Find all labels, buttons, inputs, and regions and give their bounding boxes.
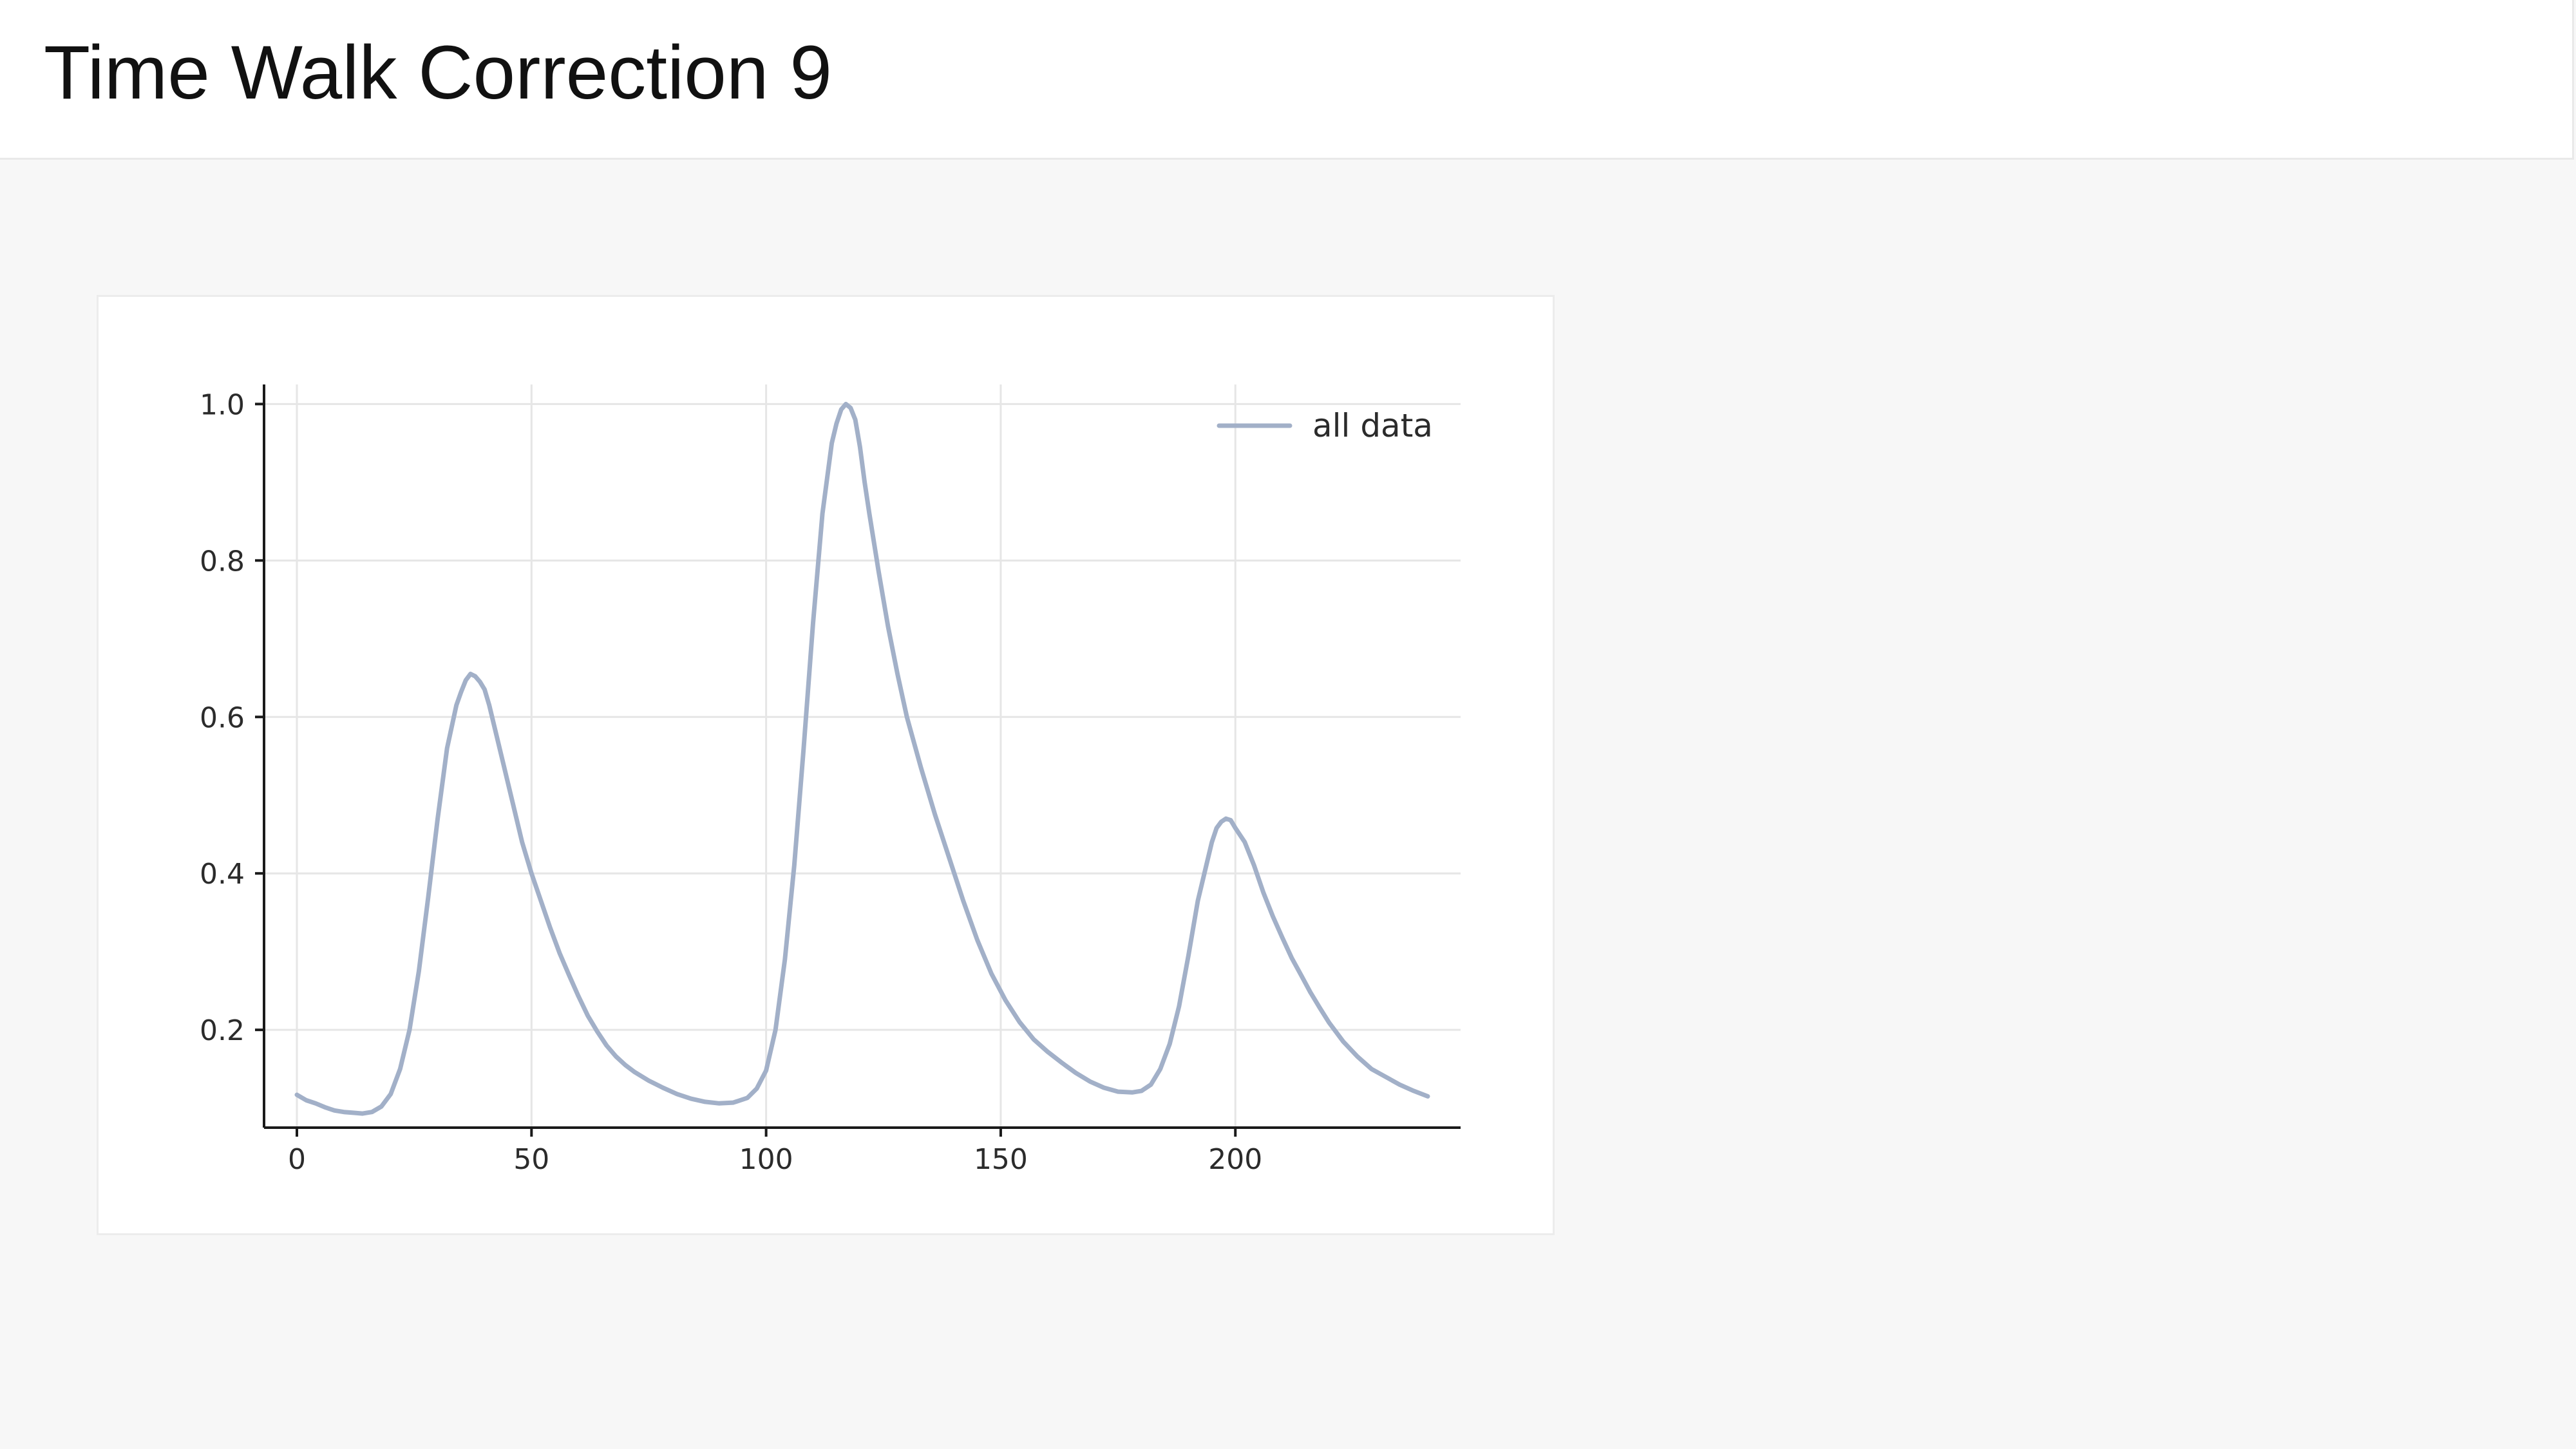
x-tick-label: 0	[288, 1143, 306, 1176]
y-tick-label: 1.0	[200, 388, 245, 421]
chart-card: 0 50 100 150 200 0.2 0.4 0.6 0.8 1.0 all data	[97, 295, 1555, 1235]
y-tick-label: 0.8	[200, 545, 245, 578]
x-tick-label: 100	[739, 1143, 793, 1176]
x-tick-label: 50	[513, 1143, 549, 1176]
axes	[255, 384, 1461, 1137]
y-tick-label: 0.6	[200, 701, 245, 734]
series-line	[294, 401, 1430, 1116]
grid-lines	[264, 384, 1461, 1128]
line-chart: 0 50 100 150 200 0.2 0.4 0.6 0.8 1.0 all data	[200, 384, 1461, 1176]
page-title: Time Walk Correction 9	[44, 30, 832, 115]
y-tick-label: 0.4	[200, 858, 245, 891]
legend-label[interactable]: all data	[1312, 407, 1433, 444]
x-tick-label: 150	[974, 1143, 1028, 1176]
legend[interactable]: all data	[1217, 407, 1433, 444]
y-tick-label: 0.2	[200, 1014, 245, 1047]
x-tick-label: 200	[1208, 1143, 1262, 1176]
page-header: Time Walk Correction 9	[0, 0, 2574, 160]
series-layer	[294, 401, 1430, 1116]
tick-labels: 0 50 100 150 200 0.2 0.4 0.6 0.8 1.0	[200, 388, 1262, 1176]
